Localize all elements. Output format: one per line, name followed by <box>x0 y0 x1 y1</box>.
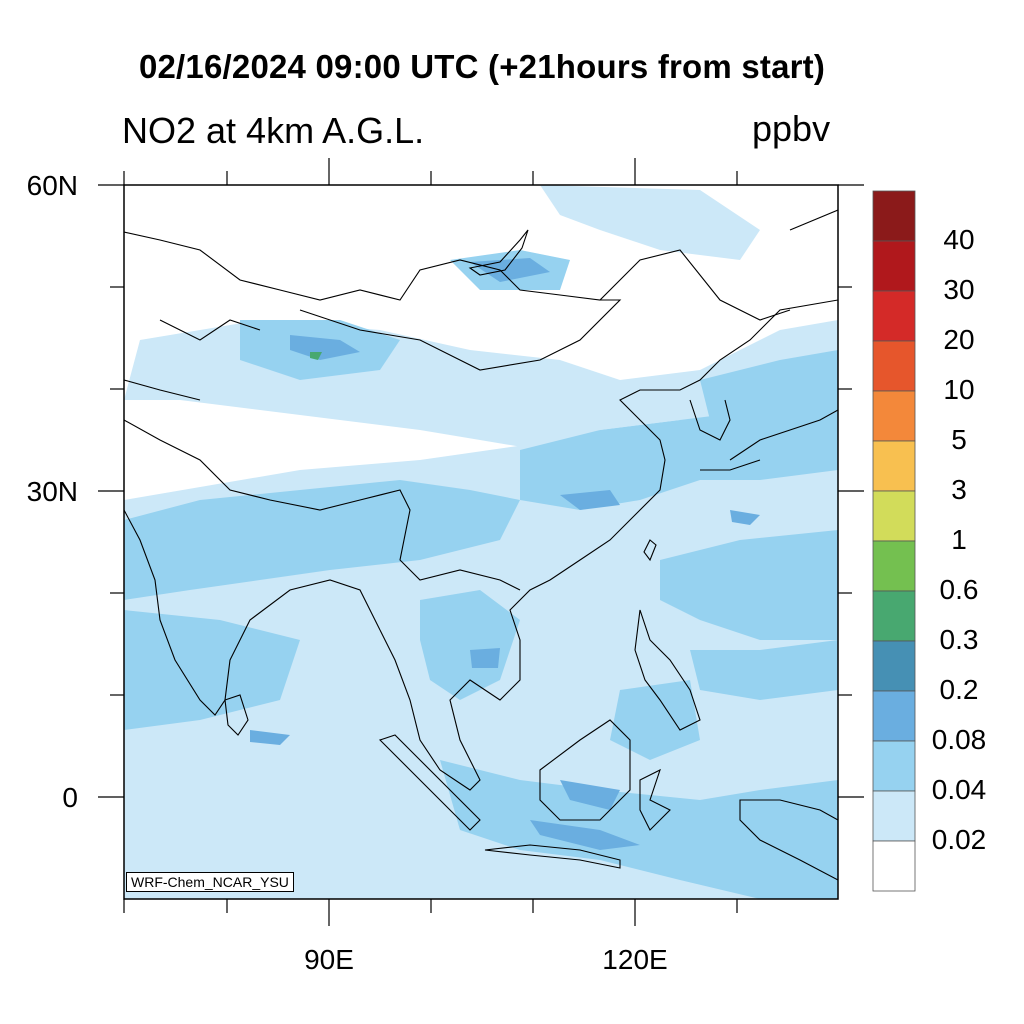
colorbar-swatch <box>872 290 916 342</box>
colorbar-swatch <box>872 590 916 642</box>
colorbar-label: 3 <box>951 474 967 505</box>
lat-label-30n: 30N <box>26 476 78 507</box>
colorbar-label: 5 <box>951 424 967 455</box>
units-label: ppbv <box>752 108 831 149</box>
border-kazakh <box>124 319 261 401</box>
colorbar-swatch <box>872 440 916 492</box>
colorbar-swatch <box>872 640 916 692</box>
coast-indochina <box>379 299 838 791</box>
field-mid-pacific-2 <box>690 640 838 700</box>
coast-newguinea <box>739 799 838 881</box>
coast-baikal <box>468 229 529 276</box>
colorbar-swatch <box>872 740 916 792</box>
lat-label-60n: 60N <box>26 170 78 201</box>
colorbar-label: 30 <box>943 274 975 305</box>
field-high-china <box>560 490 620 510</box>
colorbar-label: 40 <box>943 224 975 255</box>
colorbar-label: 0.2 <box>939 674 979 705</box>
lon-label-90e: 90E <box>304 944 354 975</box>
colorbar <box>872 190 916 892</box>
coast-srilanka <box>224 694 249 736</box>
lat-label-0: 0 <box>62 782 78 813</box>
border-china-south <box>124 419 521 591</box>
coast-sulawesi <box>639 768 671 831</box>
colorbar-swatch <box>872 340 916 392</box>
coast-sakhalin <box>789 209 838 231</box>
colorbar-swatch <box>872 690 916 742</box>
field-high-borneo <box>560 780 620 810</box>
colorbar-swatch <box>872 790 916 842</box>
colorbar-swatch <box>872 190 916 242</box>
colorbar-swatch <box>872 490 916 542</box>
colorbar-swatch <box>872 390 916 442</box>
field-low-north <box>540 185 760 260</box>
colorbar-label: 0.04 <box>931 774 987 805</box>
border-mongolia <box>299 299 622 371</box>
map-title: 02/16/2024 09:00 UTC (+21hours from star… <box>138 48 826 85</box>
field-mid-philippines <box>610 680 700 760</box>
coast-korea <box>689 399 731 441</box>
colorbar-label: 0.02 <box>931 824 987 855</box>
coast-taiwan <box>643 539 657 562</box>
colorbar-label: 0.3 <box>939 624 979 655</box>
map-frame <box>98 158 864 926</box>
colorbar-label: 0.08 <box>931 724 987 755</box>
model-credit: WRF-Chem_NCAR_YSU <box>126 872 294 892</box>
colorbar-label: 0.6 <box>939 574 979 605</box>
field-high-srilanka <box>250 730 290 745</box>
lon-label-120e: 120E <box>602 944 668 975</box>
coast-japan <box>700 409 838 471</box>
colorbar-swatch <box>872 540 916 592</box>
border-russia <box>124 231 791 321</box>
coast-sumatra <box>378 734 481 831</box>
map-subtitle: NO2 at 4km A.G.L. <box>122 110 425 151</box>
coast-india <box>124 509 381 716</box>
coast-philippines <box>634 609 701 731</box>
field-high-java <box>530 820 640 850</box>
colorbar-swatch <box>872 840 916 892</box>
colorbar-label: 20 <box>943 324 975 355</box>
field-mid-india <box>124 480 520 600</box>
field-low-west <box>124 400 320 480</box>
field-mid-seasia <box>420 590 520 700</box>
field-high-mongolia <box>290 335 360 360</box>
field-high-spot <box>310 352 322 360</box>
coast-borneo <box>539 719 631 821</box>
coast-java <box>484 844 621 869</box>
coastlines <box>124 209 838 881</box>
field-mid-japan <box>700 350 838 430</box>
colorbar-label: 10 <box>943 374 975 405</box>
field-mid-pacific <box>660 530 838 640</box>
colorbar-swatch <box>872 240 916 292</box>
field-high-pacific <box>730 510 760 525</box>
field-high-indochina <box>470 648 500 668</box>
colorbar-label: 1 <box>951 524 967 555</box>
no2-field <box>124 185 838 899</box>
